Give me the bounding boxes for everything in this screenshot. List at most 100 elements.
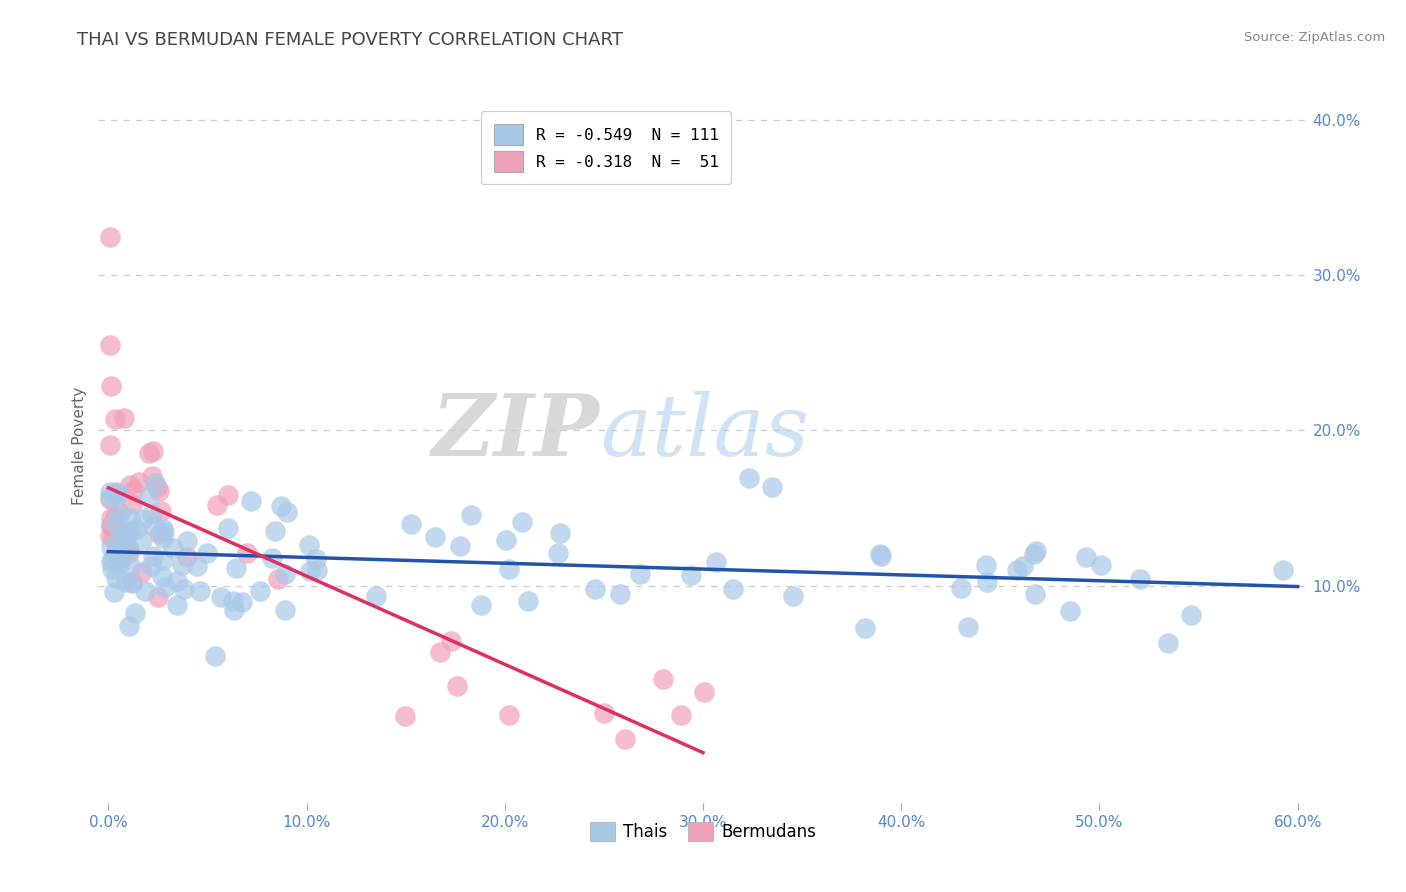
- Point: [510, 515, 533, 529]
- Point: [186, 559, 208, 574]
- Point: [125, 522, 148, 536]
- Point: [270, 499, 292, 513]
- Point: [761, 480, 783, 494]
- Point: [104, 509, 127, 524]
- Point: [115, 575, 138, 590]
- Point: [121, 498, 143, 512]
- Point: [134, 583, 156, 598]
- Point: [98, 491, 121, 505]
- Point: [162, 541, 184, 555]
- Point: [100, 378, 122, 392]
- Point: [117, 541, 139, 555]
- Point: [782, 590, 804, 604]
- Point: [1025, 544, 1047, 558]
- Point: [470, 598, 492, 612]
- Point: [108, 550, 131, 565]
- Point: [423, 530, 446, 544]
- Point: [231, 595, 253, 609]
- Point: [120, 478, 142, 492]
- Point: [260, 550, 283, 565]
- Point: [166, 599, 188, 613]
- Point: [195, 546, 218, 560]
- Point: [517, 593, 540, 607]
- Point: [111, 527, 134, 541]
- Point: [222, 603, 245, 617]
- Point: [101, 531, 124, 545]
- Point: [429, 645, 451, 659]
- Point: [104, 412, 127, 426]
- Point: [98, 229, 121, 244]
- Point: [107, 523, 129, 537]
- Point: [1059, 604, 1081, 618]
- Point: [105, 571, 128, 585]
- Point: [547, 546, 569, 560]
- Point: [225, 560, 247, 574]
- Legend: Thais, Bermudans: Thais, Bermudans: [583, 815, 823, 848]
- Point: [132, 512, 155, 526]
- Point: [107, 533, 129, 548]
- Point: [112, 411, 135, 425]
- Point: [204, 648, 226, 663]
- Point: [173, 582, 195, 596]
- Point: [149, 504, 172, 518]
- Point: [100, 540, 122, 554]
- Point: [394, 708, 416, 723]
- Point: [152, 522, 174, 536]
- Point: [100, 519, 122, 533]
- Point: [264, 524, 287, 539]
- Point: [141, 468, 163, 483]
- Point: [145, 476, 167, 491]
- Point: [628, 567, 651, 582]
- Point: [593, 706, 616, 720]
- Point: [498, 708, 520, 723]
- Point: [103, 584, 125, 599]
- Point: [131, 565, 153, 579]
- Point: [976, 574, 998, 589]
- Point: [121, 575, 143, 590]
- Point: [141, 559, 163, 574]
- Point: [138, 489, 160, 503]
- Point: [100, 517, 122, 532]
- Point: [869, 547, 891, 561]
- Point: [274, 566, 297, 581]
- Point: [1005, 563, 1028, 577]
- Point: [170, 558, 193, 573]
- Point: [460, 508, 482, 523]
- Point: [205, 498, 228, 512]
- Point: [651, 672, 673, 686]
- Point: [142, 444, 165, 458]
- Point: [105, 484, 128, 499]
- Point: [100, 555, 122, 569]
- Text: ZIP: ZIP: [433, 390, 600, 474]
- Text: THAI VS BERMUDAN FEMALE POVERTY CORRELATION CHART: THAI VS BERMUDAN FEMALE POVERTY CORRELAT…: [77, 31, 623, 49]
- Point: [679, 568, 702, 582]
- Point: [276, 505, 298, 519]
- Text: atlas: atlas: [600, 391, 810, 473]
- Point: [128, 475, 150, 489]
- Point: [138, 446, 160, 460]
- Point: [1180, 608, 1202, 623]
- Point: [236, 546, 259, 560]
- Point: [222, 594, 245, 608]
- Point: [609, 587, 631, 601]
- Point: [956, 620, 979, 634]
- Point: [439, 634, 461, 648]
- Point: [131, 533, 153, 548]
- Text: Source: ZipAtlas.com: Source: ZipAtlas.com: [1244, 31, 1385, 45]
- Point: [98, 529, 121, 543]
- Point: [853, 621, 876, 635]
- Point: [152, 553, 174, 567]
- Point: [146, 480, 169, 494]
- Point: [143, 518, 166, 533]
- Point: [148, 590, 170, 604]
- Point: [974, 558, 997, 573]
- Point: [153, 524, 176, 539]
- Point: [107, 487, 129, 501]
- Point: [240, 494, 263, 508]
- Point: [166, 574, 188, 588]
- Y-axis label: Female Poverty: Female Poverty: [72, 387, 87, 505]
- Point: [100, 510, 122, 524]
- Point: [274, 603, 297, 617]
- Point: [399, 517, 422, 532]
- Point: [721, 582, 744, 596]
